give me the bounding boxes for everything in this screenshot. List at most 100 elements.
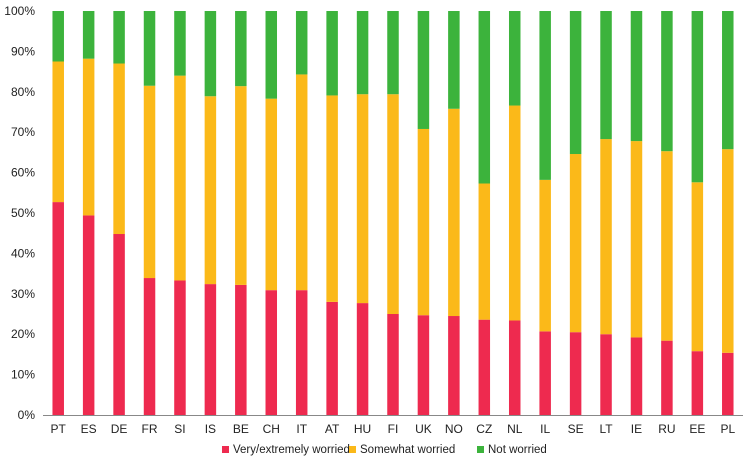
bar-segment-pl-s1 bbox=[722, 149, 734, 353]
bar-segment-il-s2 bbox=[539, 11, 551, 180]
bar-segment-no-s0 bbox=[448, 316, 460, 415]
bar-segment-ch-s1 bbox=[265, 98, 278, 291]
x-tick-label: SE bbox=[568, 422, 584, 436]
x-tick-label: PT bbox=[51, 422, 67, 436]
bar-segment-at-s2 bbox=[326, 11, 338, 96]
bar-segment-hu-s1 bbox=[356, 94, 369, 304]
x-tick-label: ES bbox=[81, 422, 97, 436]
bar-segment-uk-s0 bbox=[417, 315, 430, 415]
x-tick-label: LT bbox=[599, 422, 613, 436]
bar-segment-cz-s1 bbox=[478, 183, 491, 320]
legend: Very/extremely worried Somewhat worried No… bbox=[222, 444, 547, 456]
x-tick-label: EE bbox=[689, 422, 705, 436]
bar-segment-be-s1 bbox=[235, 86, 247, 285]
x-tick-label: CZ bbox=[476, 422, 492, 436]
x-tick-label: FR bbox=[142, 422, 158, 436]
bar-segment-pt-s1 bbox=[52, 61, 64, 203]
bar-segment-nl-s2 bbox=[508, 11, 521, 106]
bar-segment-il-s0 bbox=[539, 331, 551, 415]
bar-segment-fi-s0 bbox=[387, 314, 399, 415]
bar-segment-ie-s2 bbox=[630, 11, 643, 142]
legend-label: Somewhat worried bbox=[360, 444, 455, 456]
legend-swatch bbox=[477, 446, 484, 453]
bar-segment-se-s0 bbox=[569, 332, 582, 415]
bars-group bbox=[52, 11, 734, 415]
x-tick-label: FI bbox=[388, 422, 399, 436]
y-tick-label: 0% bbox=[18, 408, 36, 422]
bar-segment-be-s2 bbox=[235, 11, 247, 87]
bar-segment-no-s1 bbox=[448, 108, 460, 317]
bar-segment-no-s2 bbox=[448, 11, 460, 109]
x-tick-label: CH bbox=[263, 422, 280, 436]
bar-segment-de-s1 bbox=[113, 63, 125, 235]
bar-segment-fi-s2 bbox=[387, 11, 399, 95]
x-axis: PT ES DE FR SI IS BE CH IT AT HU FI UK NO CZ NL IL SE LT IE… bbox=[43, 415, 743, 436]
bar-segment-ee-s0 bbox=[691, 351, 704, 415]
bar-segment-ee-s1 bbox=[691, 182, 704, 352]
y-axis: 0% 10% 20% 30% 40% 50% 60% 70% 80% 90% 100% bbox=[4, 4, 35, 422]
y-tick-label: 40% bbox=[11, 246, 35, 260]
y-tick-label: 10% bbox=[11, 368, 35, 382]
x-tick-label: IT bbox=[296, 422, 307, 436]
y-tick-label: 80% bbox=[11, 85, 35, 99]
y-tick-label: 20% bbox=[11, 327, 35, 341]
bar-segment-si-s1 bbox=[174, 75, 186, 281]
x-tick-label: RU bbox=[658, 422, 675, 436]
legend-label: Not worried bbox=[488, 444, 547, 456]
bar-segment-ru-s1 bbox=[661, 151, 673, 341]
bar-segment-si-s2 bbox=[174, 11, 186, 76]
bar-segment-il-s1 bbox=[539, 179, 551, 332]
bar-segment-fi-s1 bbox=[387, 94, 399, 314]
x-tick-label: SI bbox=[174, 422, 185, 436]
bar-segment-pt-s0 bbox=[52, 202, 64, 415]
y-tick-label: 50% bbox=[11, 206, 35, 220]
bar-segment-ee-s2 bbox=[691, 11, 704, 183]
bar-segment-pl-s0 bbox=[722, 352, 734, 415]
bar-segment-nl-s1 bbox=[508, 105, 521, 321]
bar-segment-es-s0 bbox=[82, 215, 95, 415]
bar-segment-ie-s1 bbox=[630, 141, 643, 338]
y-tick-label: 60% bbox=[11, 166, 35, 180]
x-tick-label: HU bbox=[354, 422, 371, 436]
y-tick-label: 90% bbox=[11, 44, 35, 58]
bar-segment-it-s0 bbox=[295, 290, 308, 415]
bar-segment-fr-s1 bbox=[143, 85, 156, 279]
legend-swatch bbox=[222, 446, 229, 453]
bar-segment-uk-s1 bbox=[417, 128, 430, 316]
bar-segment-ch-s0 bbox=[265, 290, 278, 415]
x-tick-label: IL bbox=[540, 422, 550, 436]
bar-segment-pt-s2 bbox=[52, 11, 64, 62]
bar-segment-ie-s0 bbox=[630, 337, 643, 415]
bar-segment-se-s2 bbox=[569, 11, 582, 155]
y-tick-label: 30% bbox=[11, 287, 35, 301]
bar-segment-is-s2 bbox=[204, 11, 217, 97]
y-tick-label: 100% bbox=[4, 4, 35, 18]
x-tick-label: BE bbox=[233, 422, 249, 436]
bar-segment-it-s1 bbox=[295, 74, 308, 291]
bar-segment-cz-s2 bbox=[478, 11, 491, 184]
bar-segment-nl-s0 bbox=[508, 320, 521, 415]
bar-segment-se-s1 bbox=[569, 154, 582, 333]
bar-segment-it-s2 bbox=[295, 11, 308, 75]
bar-segment-de-s0 bbox=[113, 234, 125, 415]
bar-segment-at-s0 bbox=[326, 301, 338, 415]
x-tick-label: NL bbox=[507, 422, 523, 436]
bar-segment-is-s1 bbox=[204, 96, 217, 285]
bar-segment-lt-s0 bbox=[600, 334, 612, 415]
y-tick-label: 70% bbox=[11, 125, 35, 139]
x-tick-label: PL bbox=[720, 422, 735, 436]
bar-segment-ru-s0 bbox=[661, 340, 673, 415]
bar-segment-si-s0 bbox=[174, 280, 186, 415]
bar-segment-lt-s1 bbox=[600, 139, 612, 335]
bar-segment-hu-s0 bbox=[356, 303, 369, 415]
bar-segment-pl-s2 bbox=[722, 11, 734, 150]
x-tick-label: UK bbox=[415, 422, 432, 436]
bar-segment-hu-s2 bbox=[356, 11, 369, 95]
legend-swatch bbox=[349, 446, 356, 453]
bar-segment-at-s1 bbox=[326, 95, 338, 302]
bar-segment-es-s2 bbox=[82, 11, 95, 59]
bar-segment-fr-s2 bbox=[143, 11, 156, 86]
bar-segment-is-s0 bbox=[204, 284, 217, 415]
x-tick-label: NO bbox=[445, 422, 463, 436]
bar-segment-uk-s2 bbox=[417, 11, 430, 129]
